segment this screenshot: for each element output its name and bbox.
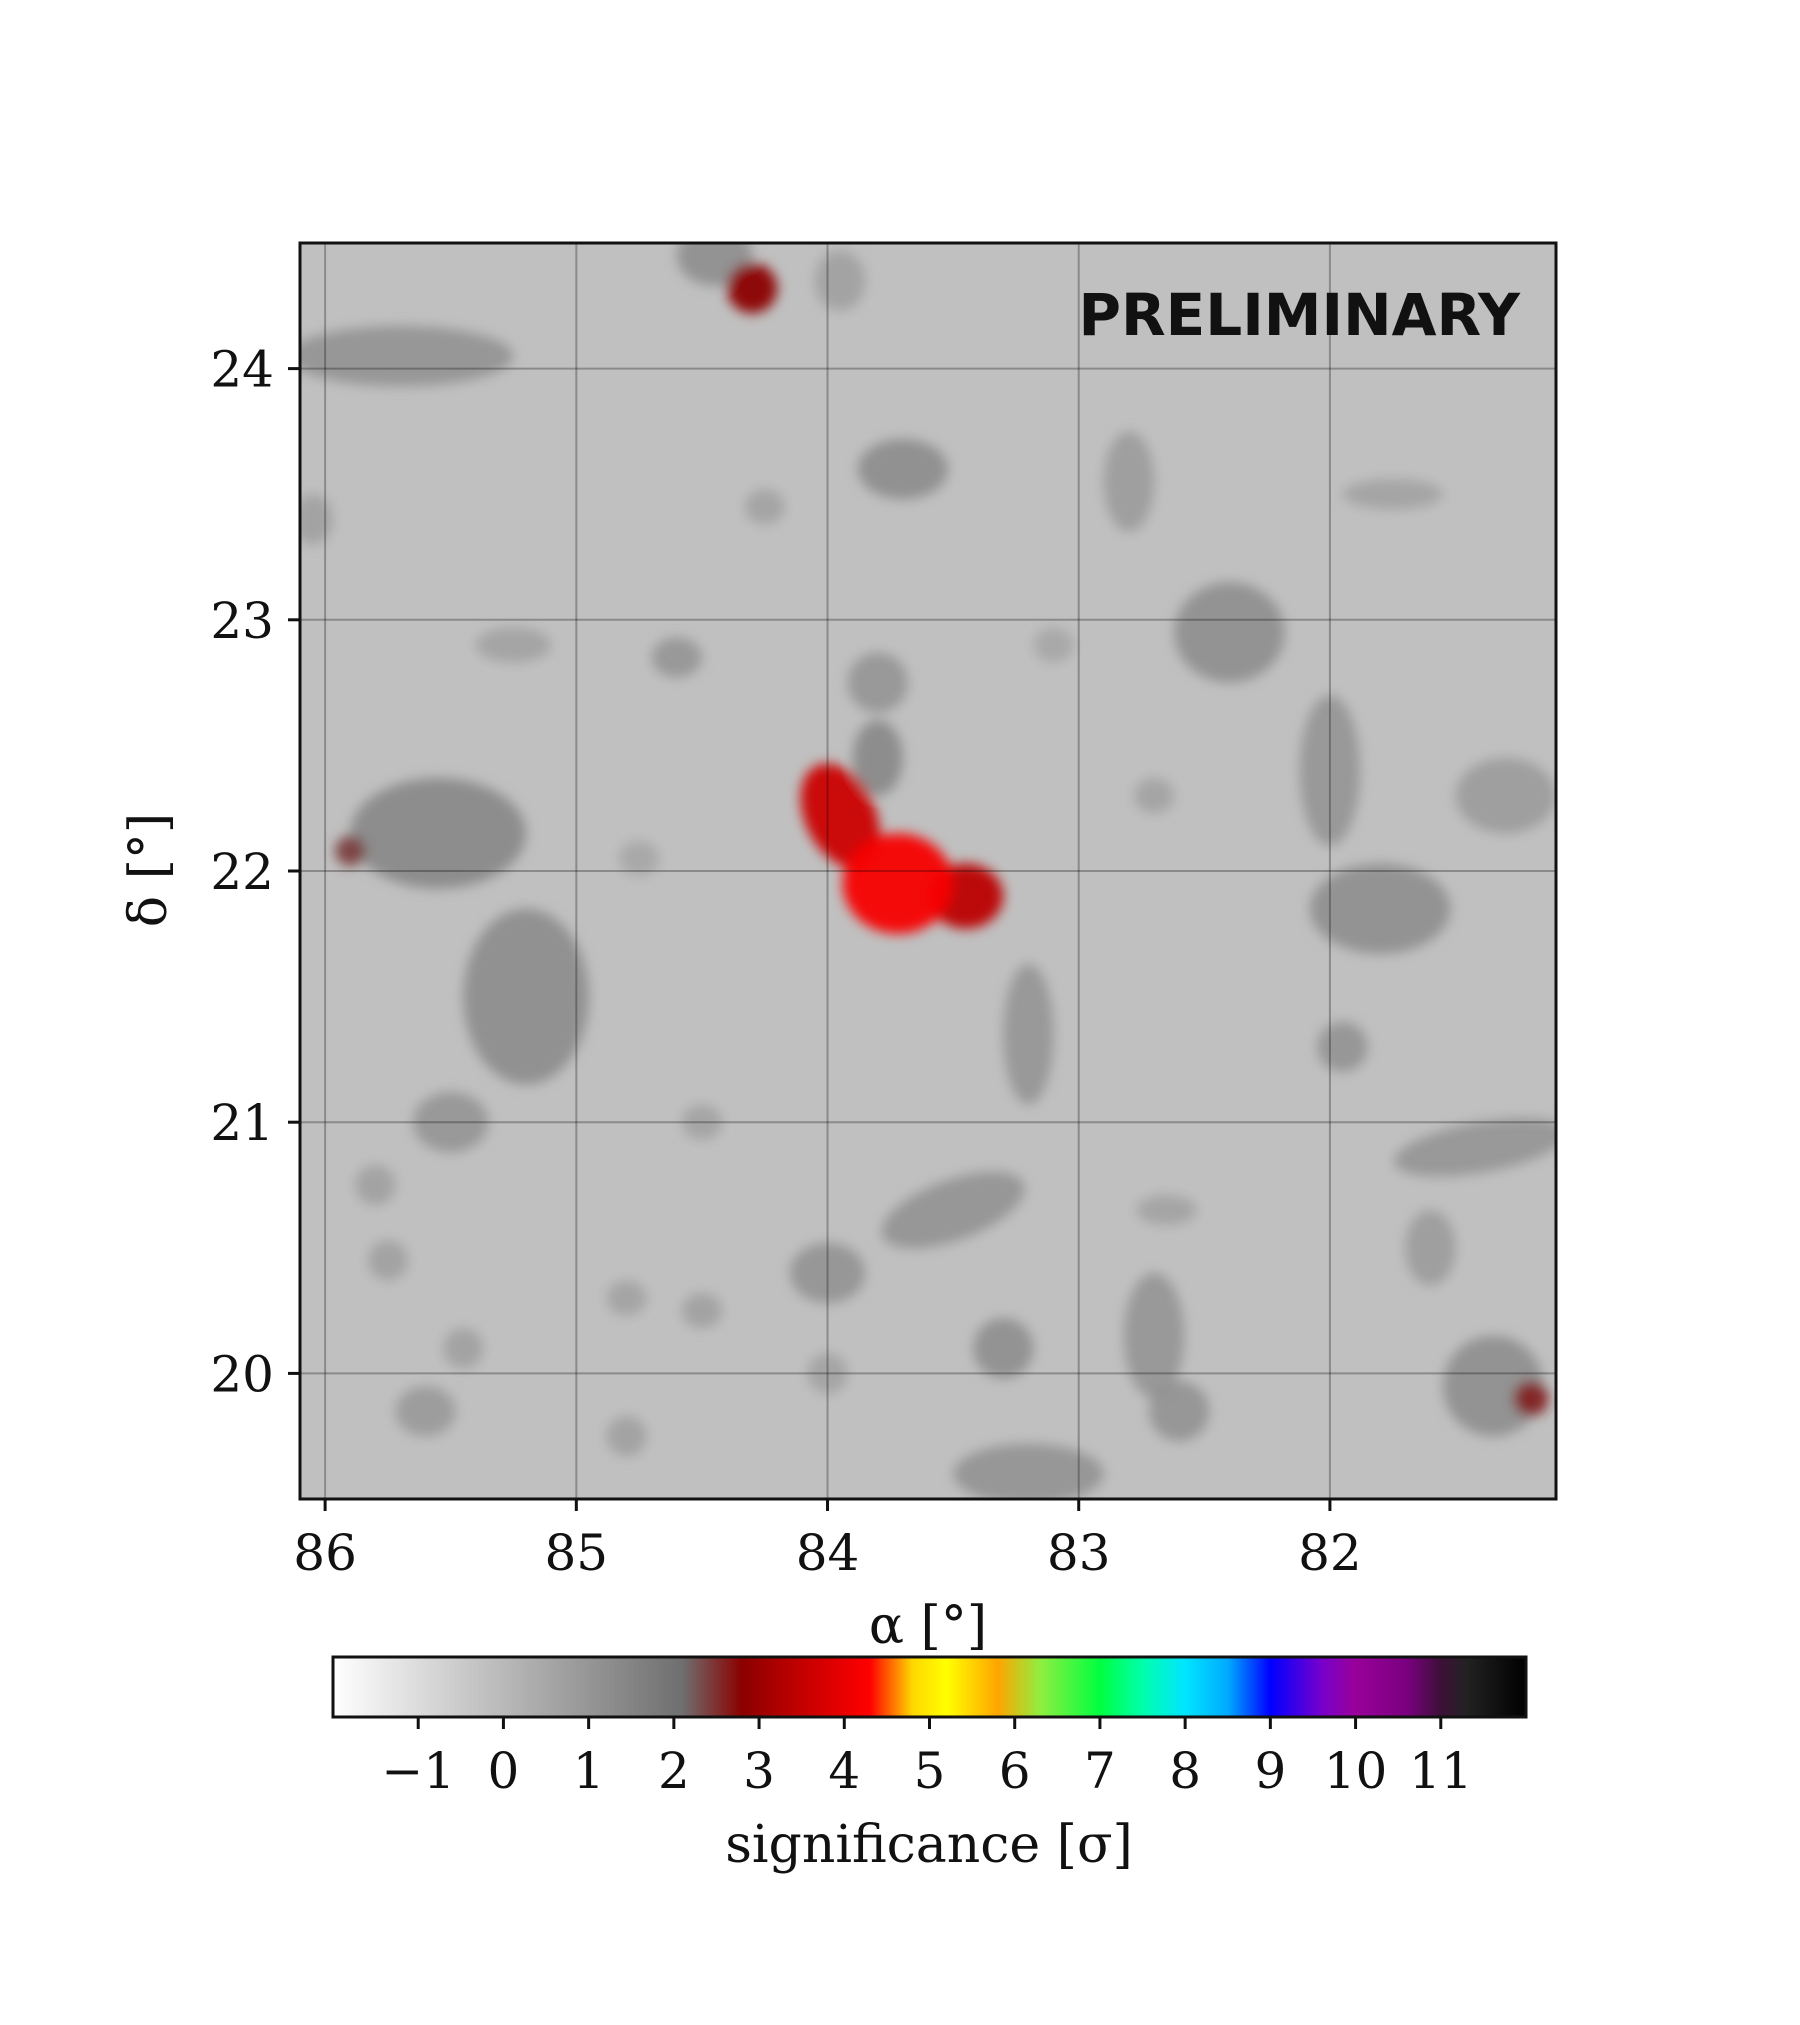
significance-spot xyxy=(335,835,366,866)
y-tick-label: 21 xyxy=(210,1094,274,1152)
significance-spot xyxy=(973,1318,1034,1379)
significance-spot xyxy=(681,1104,723,1140)
significance-spot xyxy=(651,637,702,678)
colorbar-gradient xyxy=(333,1657,1526,1717)
x-tick-label: 84 xyxy=(796,1524,860,1582)
significance-spot xyxy=(1317,1021,1368,1072)
significance-spot xyxy=(1393,1118,1556,1177)
significance-spot xyxy=(681,1293,723,1329)
colorbar-tick-label: 5 xyxy=(914,1742,946,1800)
significance-spot xyxy=(1342,479,1443,510)
significance-spot xyxy=(814,250,866,311)
colorbar-tick-label: 11 xyxy=(1409,1742,1473,1800)
significance-spot xyxy=(443,1328,484,1369)
significance-spot xyxy=(1103,431,1155,532)
preliminary-watermark: PRELIMINARY xyxy=(1078,281,1521,349)
x-tick-label: 82 xyxy=(1298,1524,1362,1582)
significance-spot xyxy=(367,1240,409,1281)
x-axis: 86 85 84 83 82 xyxy=(293,1499,1362,1582)
colorbar-tick-label: 6 xyxy=(999,1742,1031,1800)
x-axis-label: α [°] xyxy=(869,1596,987,1656)
significance-spot xyxy=(1003,963,1054,1105)
colorbar-tick-label: 3 xyxy=(743,1742,775,1800)
significance-spot xyxy=(475,627,552,663)
significance-spot xyxy=(852,720,903,796)
significance-spot xyxy=(800,763,880,868)
colorbar-tick-label: 7 xyxy=(1084,1742,1116,1800)
significance-spot xyxy=(300,325,514,387)
significance-spot xyxy=(1133,778,1175,814)
colorbar-tick-label: 4 xyxy=(828,1742,860,1800)
significance-spot xyxy=(1442,1335,1544,1437)
significance-spot xyxy=(395,1385,456,1437)
significance-spot xyxy=(847,652,908,713)
significance-spot xyxy=(1299,695,1361,846)
colorbar: −1 0 1 2 3 4 5 6 7 8 9 10 11 significance [σ] xyxy=(331,1655,1528,1875)
significance-spot xyxy=(881,1171,1025,1249)
significance-spot xyxy=(355,1164,396,1206)
y-tick-label: 23 xyxy=(210,592,274,650)
significance-spot xyxy=(1455,757,1556,834)
significance-spot xyxy=(953,1443,1104,1499)
significance-spot xyxy=(619,840,660,877)
significance-spot xyxy=(606,1280,647,1316)
colorbar-tick-label: 9 xyxy=(1254,1742,1286,1800)
grid-lines xyxy=(300,243,1556,1499)
significance-spot xyxy=(857,438,949,500)
significance-spot xyxy=(744,489,785,525)
colorbar-tick-label: −1 xyxy=(381,1742,455,1800)
significance-spot xyxy=(1123,1272,1185,1399)
colorbar-tick-label: 10 xyxy=(1324,1742,1388,1800)
significance-spot xyxy=(606,1416,647,1457)
significance-spot xyxy=(1405,1210,1456,1286)
significance-spot xyxy=(807,1353,848,1394)
y-axis-label: δ [°] xyxy=(119,813,179,927)
significance-spot xyxy=(727,263,778,314)
significance-spot xyxy=(1136,1195,1197,1226)
y-tick-label: 24 xyxy=(210,341,274,399)
hotspot-layer xyxy=(300,243,1556,1499)
significance-spot xyxy=(842,833,954,934)
colorbar-ticks: −1 0 1 2 3 4 5 6 7 8 9 10 11 xyxy=(381,1717,1473,1800)
significance-map: PRELIMINARY xyxy=(298,241,1558,1501)
colorbar-tick-label: 8 xyxy=(1169,1742,1201,1800)
significance-spot xyxy=(463,908,589,1085)
colorbar-tick-label: 1 xyxy=(573,1742,605,1800)
significance-spot xyxy=(1149,1380,1210,1442)
colorbar-tick-label: 0 xyxy=(488,1742,520,1800)
y-tick-label: 20 xyxy=(210,1345,274,1403)
y-tick-label: 22 xyxy=(210,843,274,901)
significance-spot xyxy=(1033,627,1074,663)
x-tick-label: 86 xyxy=(293,1524,357,1582)
x-tick-label: 83 xyxy=(1047,1524,1111,1582)
significance-spot xyxy=(300,494,333,545)
significance-spot xyxy=(1174,582,1285,683)
significance-spot xyxy=(1309,863,1451,954)
significance-spot xyxy=(350,778,527,889)
significance-spot xyxy=(413,1092,489,1153)
colorbar-tick-label: 2 xyxy=(658,1742,690,1800)
x-tick-label: 85 xyxy=(545,1524,609,1582)
colorbar-label: significance [σ] xyxy=(725,1815,1133,1875)
significance-spot xyxy=(789,1242,866,1304)
significance-spot xyxy=(1513,1380,1549,1417)
y-axis: 24 23 22 21 20 xyxy=(210,341,300,1403)
